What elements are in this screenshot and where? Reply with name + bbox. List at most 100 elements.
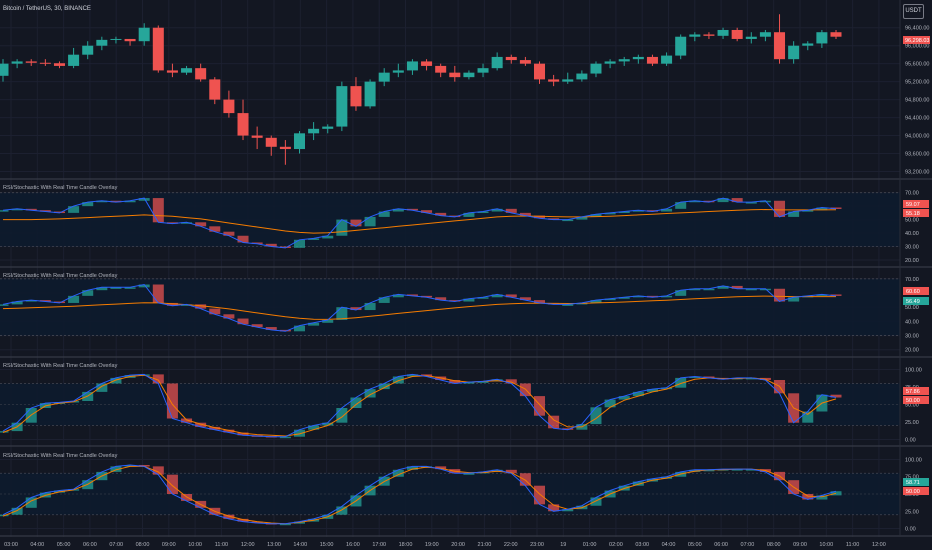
y-tick-label: 94,400.00 bbox=[905, 116, 929, 122]
y-tick-label: 100.00 bbox=[905, 368, 922, 374]
overlay-candle bbox=[618, 211, 630, 214]
y-tick-label: 94,800.00 bbox=[905, 98, 929, 104]
overlay-candle bbox=[505, 379, 517, 384]
overlay-candle bbox=[731, 285, 743, 289]
overlay-candle bbox=[279, 246, 291, 249]
time-tick-label: 12:00 bbox=[872, 542, 886, 548]
svg-text:96,298.03: 96,298.03 bbox=[905, 38, 929, 44]
candle-body bbox=[562, 79, 574, 82]
time-tick-label: 09:00 bbox=[793, 542, 807, 548]
candle-body bbox=[138, 27, 150, 42]
candle-body bbox=[322, 126, 334, 129]
overlay-candle bbox=[802, 411, 814, 423]
time-axis[interactable]: 03:00 04:00 05:00 06:00 07:00 08:00 09:00 10:00… bbox=[4, 542, 886, 548]
overlay-candle bbox=[788, 297, 800, 302]
overlay-candle bbox=[534, 300, 546, 303]
pane-separators[interactable] bbox=[0, 0, 932, 537]
overlay-candle bbox=[590, 497, 602, 506]
overlay-candle bbox=[562, 304, 574, 306]
candle-body bbox=[703, 34, 715, 36]
time-tick-label: 04:00 bbox=[30, 542, 44, 548]
overlay-candle bbox=[548, 415, 560, 429]
overlay-candle bbox=[195, 222, 207, 227]
currency-button[interactable]: USDT bbox=[903, 4, 924, 19]
time-tick-label: 19:00 bbox=[425, 542, 439, 548]
candle-body bbox=[406, 61, 418, 71]
y-tick-label: 50.00 bbox=[905, 403, 919, 409]
time-tick-label: 15:00 bbox=[320, 542, 334, 548]
overlay-candle bbox=[477, 381, 489, 383]
overlay-candle bbox=[534, 485, 546, 505]
time-tick-label: 10:00 bbox=[188, 542, 202, 548]
candle-body bbox=[576, 73, 588, 80]
indicator-title-4[interactable]: RSI/Stochastic With Real Time Candle Ove… bbox=[3, 453, 118, 459]
candle-body bbox=[661, 55, 673, 64]
time-tick-label: 01:00 bbox=[583, 542, 597, 548]
overlay-candle bbox=[689, 288, 701, 291]
candle-body bbox=[336, 86, 348, 127]
indicator-title-1[interactable]: RSI/Stochastic With Real Time Candle Ove… bbox=[3, 185, 118, 191]
overlay-candle bbox=[745, 288, 757, 291]
overlay-candle bbox=[53, 301, 65, 304]
overlay-candle bbox=[632, 295, 644, 298]
y-tick-label: 95,600.00 bbox=[905, 62, 929, 68]
overlay-candle bbox=[505, 208, 517, 213]
overlay-candle bbox=[195, 304, 207, 309]
candle-body bbox=[166, 70, 178, 73]
overlay-candle bbox=[675, 202, 687, 209]
overlay-candle bbox=[717, 198, 729, 203]
overlay-candle bbox=[25, 497, 37, 508]
ind2-badge-a: 60.60 bbox=[906, 289, 920, 295]
overlay-candle bbox=[25, 208, 37, 211]
candle-body bbox=[195, 68, 207, 80]
chart-marks bbox=[0, 14, 842, 526]
candle-body bbox=[774, 32, 786, 60]
overlay-candle bbox=[68, 295, 80, 303]
overlay-candle bbox=[562, 428, 574, 430]
overlay-candle bbox=[519, 212, 531, 216]
candle-body bbox=[604, 61, 616, 64]
overlay-candle bbox=[435, 297, 447, 301]
time-tick-label: 22:00 bbox=[504, 542, 518, 548]
ind2-badge-b: 56.49 bbox=[906, 299, 920, 305]
overlay-candle bbox=[435, 212, 447, 216]
ind3-badge-b: 50.00 bbox=[906, 398, 920, 404]
indicator-title-2[interactable]: RSI/Stochastic With Real Time Candle Ove… bbox=[3, 273, 118, 279]
y-tick-label: 30.00 bbox=[905, 245, 919, 251]
candle-body bbox=[237, 113, 249, 136]
overlay-candle bbox=[519, 297, 531, 301]
overlay-candle bbox=[209, 226, 221, 232]
overlay-candle bbox=[745, 377, 757, 380]
overlay-candle bbox=[138, 198, 150, 201]
overlay-candle bbox=[308, 425, 320, 430]
overlay-candle bbox=[223, 314, 235, 319]
candle-body bbox=[223, 99, 235, 114]
candle-body bbox=[788, 45, 800, 60]
overlay-candle bbox=[463, 212, 475, 217]
time-tick-label: 02:00 bbox=[609, 542, 623, 548]
overlay-candle bbox=[661, 387, 673, 390]
overlay-candle bbox=[364, 389, 376, 398]
overlay-candle bbox=[661, 295, 673, 298]
symbol-title[interactable]: Bitcoin / TetherUS, 30, BINANCE bbox=[3, 6, 91, 12]
time-tick-label: 12:00 bbox=[241, 542, 255, 548]
overlay-candle bbox=[830, 394, 842, 398]
overlay-candle bbox=[110, 466, 122, 472]
candle-body bbox=[590, 63, 602, 74]
ind2-badges: 60.60 56.49 bbox=[903, 287, 929, 305]
indicator-title-3[interactable]: RSI/Stochastic With Real Time Candle Ove… bbox=[3, 363, 118, 369]
signal-line bbox=[2, 295, 836, 320]
candle-body bbox=[731, 29, 743, 39]
overlay-candle bbox=[0, 210, 9, 212]
overlay-candle bbox=[152, 466, 164, 475]
overlay-candle bbox=[166, 383, 178, 419]
candle-body bbox=[0, 63, 9, 76]
overlay-candle bbox=[25, 300, 37, 302]
overlay-candle bbox=[449, 300, 461, 302]
overlay-candle bbox=[195, 422, 207, 427]
overlay-candle bbox=[265, 243, 277, 247]
overlay-candle bbox=[830, 207, 842, 209]
overlay-candle bbox=[223, 429, 235, 433]
overlay-candle bbox=[731, 198, 743, 203]
